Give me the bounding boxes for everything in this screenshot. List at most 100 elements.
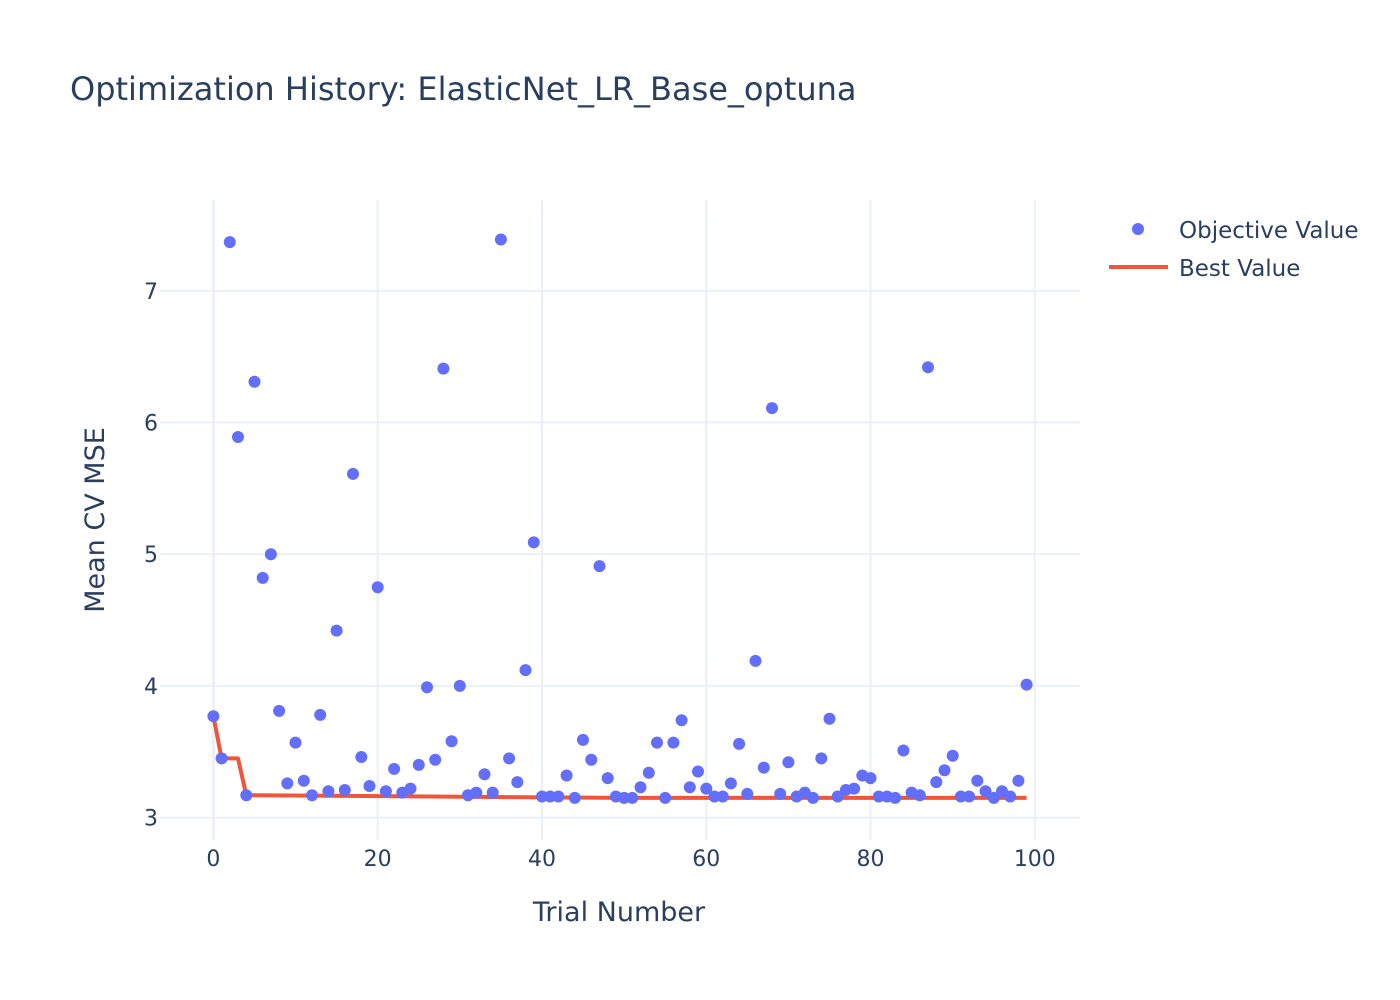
x-axis-title: Trial Number: [532, 897, 706, 928]
objective-point[interactable]: [741, 787, 754, 800]
objective-point[interactable]: [585, 753, 598, 766]
objective-point[interactable]: [240, 789, 253, 802]
objective-point[interactable]: [486, 786, 499, 799]
objective-point[interactable]: [494, 233, 507, 246]
objective-point[interactable]: [388, 762, 401, 775]
objective-point[interactable]: [347, 467, 359, 480]
objective-point[interactable]: [683, 781, 696, 794]
objective-point[interactable]: [724, 777, 737, 790]
objective-point[interactable]: [289, 736, 302, 749]
gridlines: [160, 200, 1080, 840]
objective-point[interactable]: [273, 704, 286, 717]
objective-point[interactable]: [848, 782, 861, 795]
objective-point[interactable]: [421, 681, 433, 694]
objective-point[interactable]: [322, 785, 335, 798]
objective-point[interactable]: [215, 752, 228, 765]
objective-point[interactable]: [338, 784, 351, 796]
objective-point[interactable]: [708, 790, 721, 803]
x-tick-label: 0: [206, 847, 220, 872]
chart-title: Optimization History: ElasticNet_LR_Base…: [70, 70, 857, 108]
legend[interactable]: Objective Value Best Value: [1109, 218, 1359, 282]
objective-point[interactable]: [946, 749, 959, 762]
objective-point[interactable]: [922, 361, 934, 374]
objective-point[interactable]: [823, 712, 836, 725]
x-tick-label: 80: [857, 847, 885, 872]
objective-point[interactable]: [404, 782, 417, 795]
objective-point[interactable]: [1012, 774, 1025, 787]
objective-point[interactable]: [716, 790, 729, 803]
objective-point[interactable]: [733, 737, 746, 750]
objective-point[interactable]: [527, 536, 540, 549]
objective-point[interactable]: [963, 790, 976, 803]
objective-point[interactable]: [248, 375, 261, 388]
objective-point[interactable]: [256, 571, 269, 584]
objective-point[interactable]: [297, 774, 310, 787]
objective-point[interactable]: [1020, 678, 1033, 691]
objective-point[interactable]: [371, 581, 384, 594]
objective-point[interactable]: [659, 791, 672, 804]
objective-point[interactable]: [930, 776, 943, 789]
objective-point[interactable]: [355, 751, 368, 763]
objective-point[interactable]: [700, 782, 713, 795]
objective-point[interactable]: [437, 362, 450, 375]
objective-point[interactable]: [634, 781, 647, 794]
objective-point[interactable]: [281, 777, 294, 790]
objective-point[interactable]: [667, 736, 680, 749]
objective-point[interactable]: [207, 710, 220, 723]
objective-point[interactable]: [987, 791, 1000, 804]
objective-point[interactable]: [889, 791, 902, 804]
objective-point[interactable]: [232, 431, 244, 443]
objective-point[interactable]: [938, 764, 951, 777]
objective-point[interactable]: [511, 776, 524, 789]
objective-point[interactable]: [470, 786, 483, 799]
objective-point[interactable]: [815, 752, 828, 765]
objective-point[interactable]: [807, 791, 819, 804]
objective-point[interactable]: [379, 785, 392, 798]
objective-point[interactable]: [478, 768, 491, 781]
objective-point[interactable]: [412, 758, 425, 771]
objective-point[interactable]: [749, 654, 762, 667]
objective-point[interactable]: [831, 790, 844, 803]
objective-point[interactable]: [897, 744, 910, 757]
objective-point[interactable]: [593, 560, 606, 573]
objective-point[interactable]: [626, 791, 639, 804]
objective-point[interactable]: [519, 664, 532, 677]
objective-point[interactable]: [675, 714, 688, 727]
objective-point[interactable]: [306, 789, 318, 802]
objective-point[interactable]: [568, 791, 581, 804]
objective-point[interactable]: [954, 790, 967, 803]
objective-point[interactable]: [453, 679, 466, 692]
objective-point[interactable]: [552, 790, 565, 803]
objective-point[interactable]: [544, 790, 557, 803]
legend-item-objective-value[interactable]: Objective Value: [1132, 218, 1359, 244]
objective-point[interactable]: [264, 548, 277, 561]
objective-point[interactable]: [618, 791, 631, 804]
objective-point[interactable]: [577, 733, 589, 746]
objective-point[interactable]: [560, 769, 573, 782]
objective-point[interactable]: [223, 236, 236, 249]
objective-point[interactable]: [864, 772, 877, 785]
objective-point[interactable]: [314, 708, 327, 721]
objective-point[interactable]: [766, 402, 778, 415]
objective-point[interactable]: [503, 752, 516, 765]
objective-point[interactable]: [757, 761, 770, 774]
objective-point[interactable]: [363, 780, 376, 792]
objective-point[interactable]: [971, 774, 984, 787]
objective-point[interactable]: [601, 772, 614, 785]
objective-point[interactable]: [774, 787, 787, 800]
objective-point[interactable]: [913, 789, 926, 802]
x-tick-label: 100: [1014, 847, 1056, 872]
objective-point[interactable]: [445, 735, 458, 748]
objective-point[interactable]: [429, 753, 442, 766]
legend-item-best-value[interactable]: Best Value: [1109, 256, 1300, 282]
objective-point[interactable]: [651, 736, 663, 749]
objective-point[interactable]: [782, 756, 795, 769]
objective-point[interactable]: [330, 624, 343, 637]
objective-point[interactable]: [979, 785, 992, 798]
objective-point[interactable]: [642, 766, 655, 779]
objective-point[interactable]: [536, 790, 548, 803]
objective-point[interactable]: [872, 790, 885, 803]
objective-point[interactable]: [1004, 790, 1017, 803]
objective-point[interactable]: [692, 765, 704, 778]
